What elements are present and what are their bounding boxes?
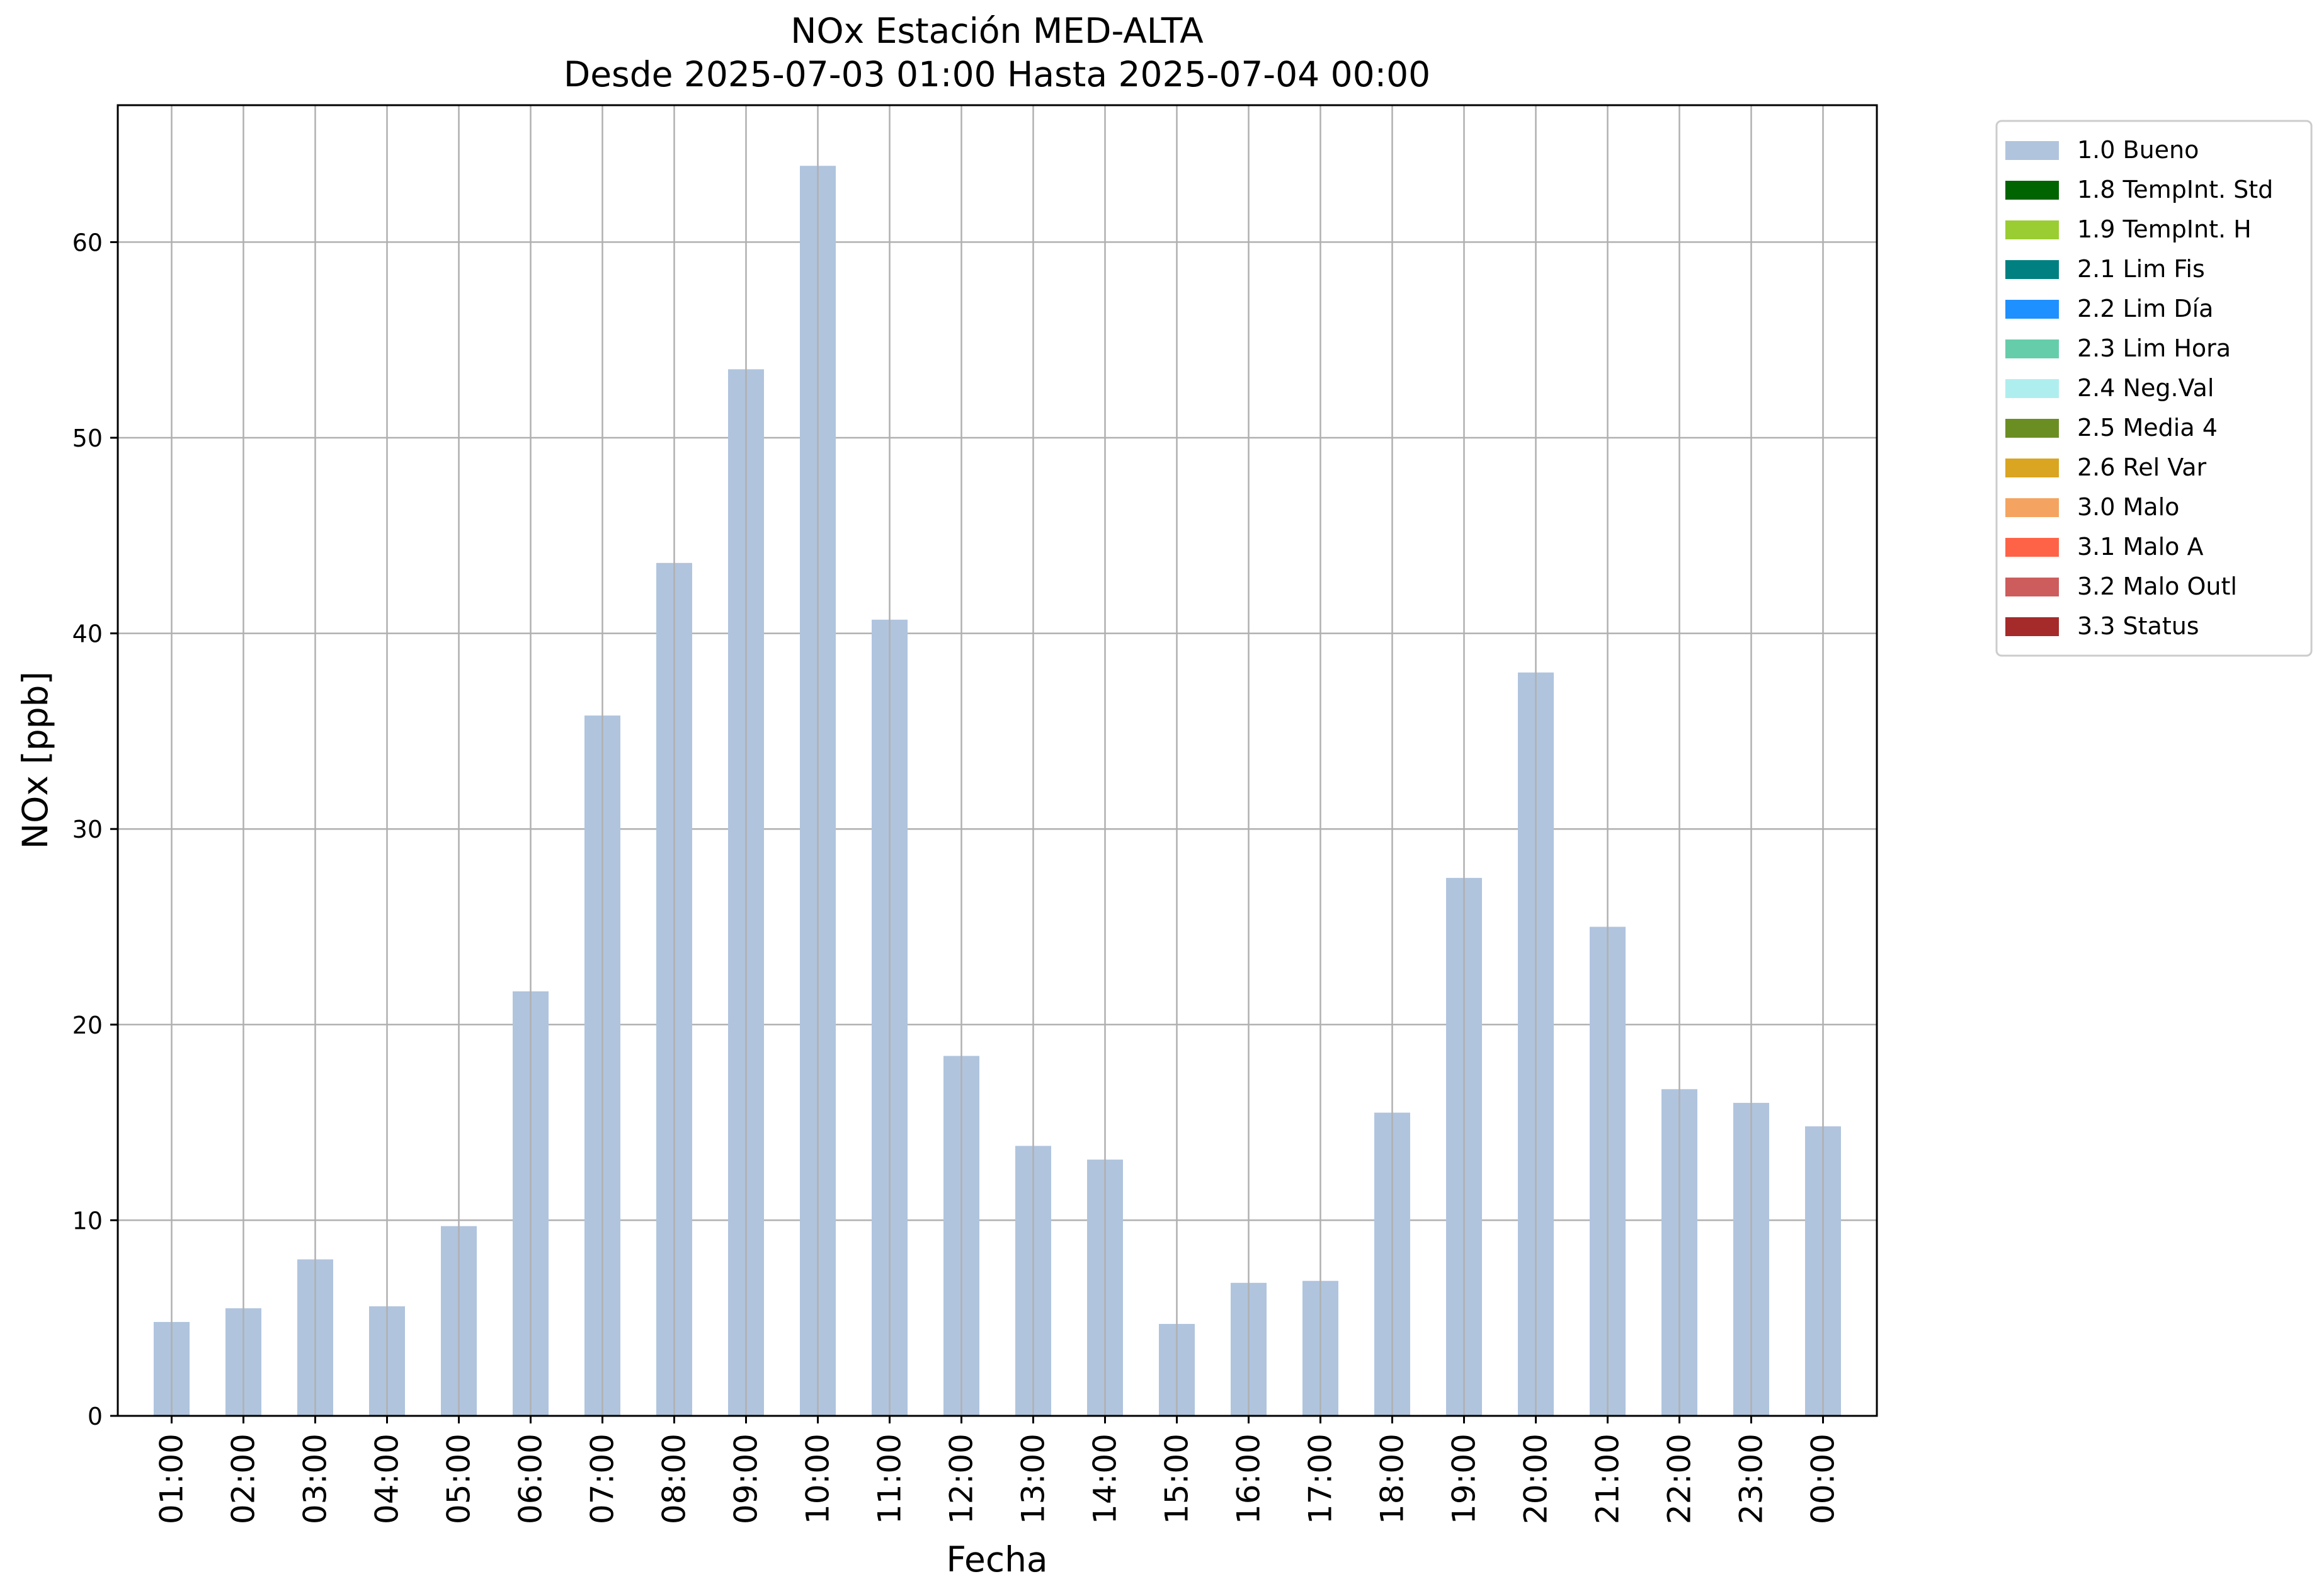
y-tick-label: 0 [88, 1403, 103, 1430]
x-tick-label: 08:00 [656, 1434, 693, 1524]
legend-swatch [2005, 220, 2059, 239]
legend-box [1995, 120, 2313, 657]
x-tick-label: 22:00 [1661, 1434, 1698, 1524]
legend-swatch [2005, 617, 2059, 636]
legend-label: 2.4 Neg.Val [2077, 374, 2214, 402]
legend-label: 3.0 Malo [2077, 493, 2179, 521]
legend-label: 2.3 Lim Hora [2077, 334, 2231, 362]
x-axis: 01:00 02:00 03:00 04:00 05:00 06:00 07:00 08:00… [154, 1416, 1842, 1524]
x-tick-label: 05:00 [441, 1434, 477, 1524]
y-tick-label: 30 [72, 816, 103, 843]
y-tick-label: 10 [72, 1207, 103, 1234]
x-tick-label: 04:00 [369, 1434, 406, 1524]
legend-label: 3.1 Malo A [2077, 533, 2203, 561]
legend-label: 3.2 Malo Outl [2077, 573, 2237, 600]
legend-label: 1.0 Bueno [2077, 136, 2199, 164]
legend-swatch [2005, 459, 2059, 477]
x-tick-label: 16:00 [1231, 1434, 1267, 1524]
x-tick-label: 13:00 [1015, 1434, 1052, 1524]
x-tick-label: 01:00 [154, 1434, 190, 1524]
x-tick-label: 17:00 [1302, 1434, 1339, 1524]
chart-subtitle: Desde 2025-07-03 01:00 Hasta 2025-07-04 … [564, 54, 1430, 94]
legend-swatch [2005, 141, 2059, 160]
legend-swatch [2005, 260, 2059, 279]
legend: 1.0 Bueno 1.8 TempInt. Std 1.9 TempInt. H 2… [1995, 120, 2313, 657]
x-tick-label: 21:00 [1590, 1434, 1626, 1524]
legend-swatch [2005, 498, 2059, 517]
legend-swatch [2005, 300, 2059, 319]
x-tick-label: 00:00 [1805, 1434, 1842, 1524]
legend-label: 3.3 Status [2077, 612, 2199, 640]
y-axis: 0 10 20 30 40 50 60 [72, 229, 118, 1430]
x-tick-label: 20:00 [1518, 1434, 1554, 1524]
x-tick-label: 15:00 [1159, 1434, 1195, 1524]
y-tick-label: 20 [72, 1012, 103, 1039]
x-axis-label: Fecha [946, 1539, 1047, 1580]
x-tick-label: 18:00 [1374, 1434, 1411, 1524]
legend-label: 2.1 Lim Fis [2077, 255, 2205, 283]
x-tick-label: 23:00 [1733, 1434, 1770, 1524]
legend-swatch [2005, 419, 2059, 438]
x-tick-label: 07:00 [584, 1434, 621, 1524]
legend-swatch [2005, 578, 2059, 596]
legend-swatch [2005, 181, 2059, 200]
legend-label: 2.6 Rel Var [2077, 453, 2207, 481]
legend-swatch [2005, 538, 2059, 557]
legend-swatch [2005, 339, 2059, 358]
x-tick-label: 19:00 [1446, 1434, 1483, 1524]
x-tick-label: 02:00 [225, 1434, 262, 1524]
x-tick-label: 09:00 [728, 1434, 765, 1524]
grid [118, 241, 1877, 1417]
legend-label: 1.9 TempInt. H [2077, 215, 2252, 243]
y-tick-label: 50 [72, 425, 103, 452]
legend-label: 2.5 Media 4 [2077, 414, 2218, 442]
x-tick-label: 14:00 [1087, 1434, 1124, 1524]
y-tick-label: 40 [72, 620, 103, 648]
bars [154, 166, 1841, 1416]
legend-label: 1.8 TempInt. Std [2077, 176, 2273, 203]
x-tick-label: 12:00 [943, 1434, 980, 1524]
x-tick-label: 10:00 [800, 1434, 836, 1524]
legend-label: 2.2 Lim Día [2077, 295, 2213, 322]
x-tick-label: 03:00 [297, 1434, 334, 1524]
chart-title: NOx Estación MED-ALTA [790, 11, 1204, 51]
plot-frame [117, 104, 1878, 1417]
legend-swatch [2005, 379, 2059, 398]
y-tick-label: 60 [72, 229, 103, 256]
vertical-grid [171, 105, 1824, 1416]
y-axis-label: NOx [ppb] [15, 671, 55, 849]
x-tick-label: 11:00 [872, 1434, 908, 1524]
x-tick-label: 06:00 [513, 1434, 549, 1524]
